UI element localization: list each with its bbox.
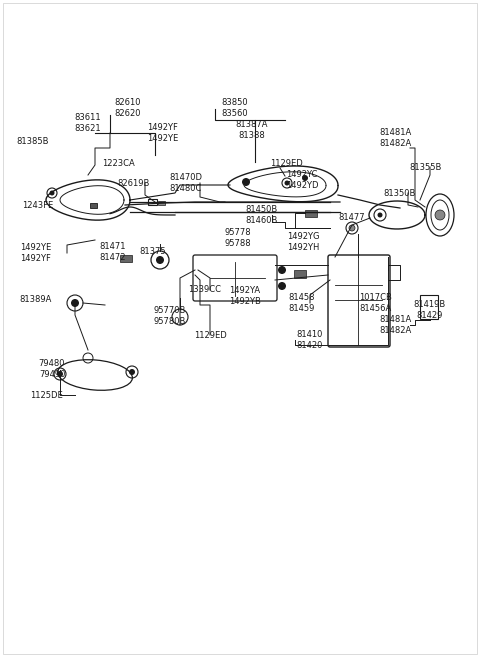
Bar (90, 203, 97, 208)
Bar (120, 255, 132, 262)
Text: 95778
95788: 95778 95788 (225, 228, 252, 248)
Text: 79480
79490: 79480 79490 (39, 359, 65, 379)
Text: 83611
83621: 83611 83621 (75, 113, 101, 133)
Circle shape (57, 371, 63, 377)
Text: 81387A
81388: 81387A 81388 (236, 120, 268, 140)
Text: 1129ED: 1129ED (270, 158, 302, 168)
Circle shape (242, 178, 250, 186)
Text: 81470D
81480C: 81470D 81480C (169, 173, 203, 193)
Bar (420, 295, 438, 319)
Text: 1017CB
81456A: 1017CB 81456A (360, 293, 393, 313)
Text: 81481A
81482A: 81481A 81482A (380, 128, 412, 148)
Circle shape (278, 282, 286, 290)
Text: 81450B
81460B: 81450B 81460B (246, 205, 278, 225)
Text: 82619B: 82619B (118, 179, 150, 187)
Text: 1243FE: 1243FE (22, 200, 53, 210)
Text: 1492YC
1492YD: 1492YC 1492YD (286, 170, 318, 190)
Text: 1129ED: 1129ED (193, 330, 227, 340)
Text: 81419B
81429: 81419B 81429 (414, 300, 446, 320)
Circle shape (435, 210, 445, 220)
Text: 83850
83560: 83850 83560 (222, 98, 248, 118)
Bar (148, 199, 157, 205)
Circle shape (302, 175, 308, 181)
Circle shape (278, 266, 286, 274)
Circle shape (71, 299, 79, 307)
Text: 1125DE: 1125DE (30, 390, 63, 399)
Circle shape (49, 191, 55, 196)
Bar (294, 270, 306, 278)
Text: 1492YG
1492YH: 1492YG 1492YH (287, 232, 319, 252)
Text: 81477: 81477 (339, 214, 365, 223)
Text: 81350B: 81350B (384, 189, 416, 198)
Text: 81410
81420: 81410 81420 (297, 330, 323, 350)
Text: 81375: 81375 (140, 248, 166, 256)
Text: 1492YF
1492YE: 1492YF 1492YE (147, 123, 179, 143)
Text: 81355B: 81355B (410, 162, 442, 171)
Text: 95770B
95780B: 95770B 95780B (154, 306, 186, 326)
Text: 1492YA
1492YB: 1492YA 1492YB (229, 286, 261, 306)
Circle shape (377, 212, 383, 217)
Text: 1492YE
1492YF: 1492YE 1492YF (20, 243, 52, 263)
Bar (158, 201, 165, 205)
Text: 81471
81472: 81471 81472 (100, 242, 126, 262)
Text: 82610
82620: 82610 82620 (115, 98, 141, 118)
Text: 81458
81459: 81458 81459 (289, 293, 315, 313)
Text: 1223CA: 1223CA (102, 158, 134, 168)
Circle shape (349, 225, 355, 231)
Circle shape (156, 256, 164, 264)
Text: 81389A: 81389A (20, 296, 52, 304)
Circle shape (129, 369, 135, 375)
Text: 81385B: 81385B (17, 137, 49, 147)
Bar (305, 210, 317, 217)
Circle shape (285, 181, 289, 185)
Text: 81481A
81482A: 81481A 81482A (380, 315, 412, 335)
Text: 1339CC: 1339CC (189, 286, 221, 294)
